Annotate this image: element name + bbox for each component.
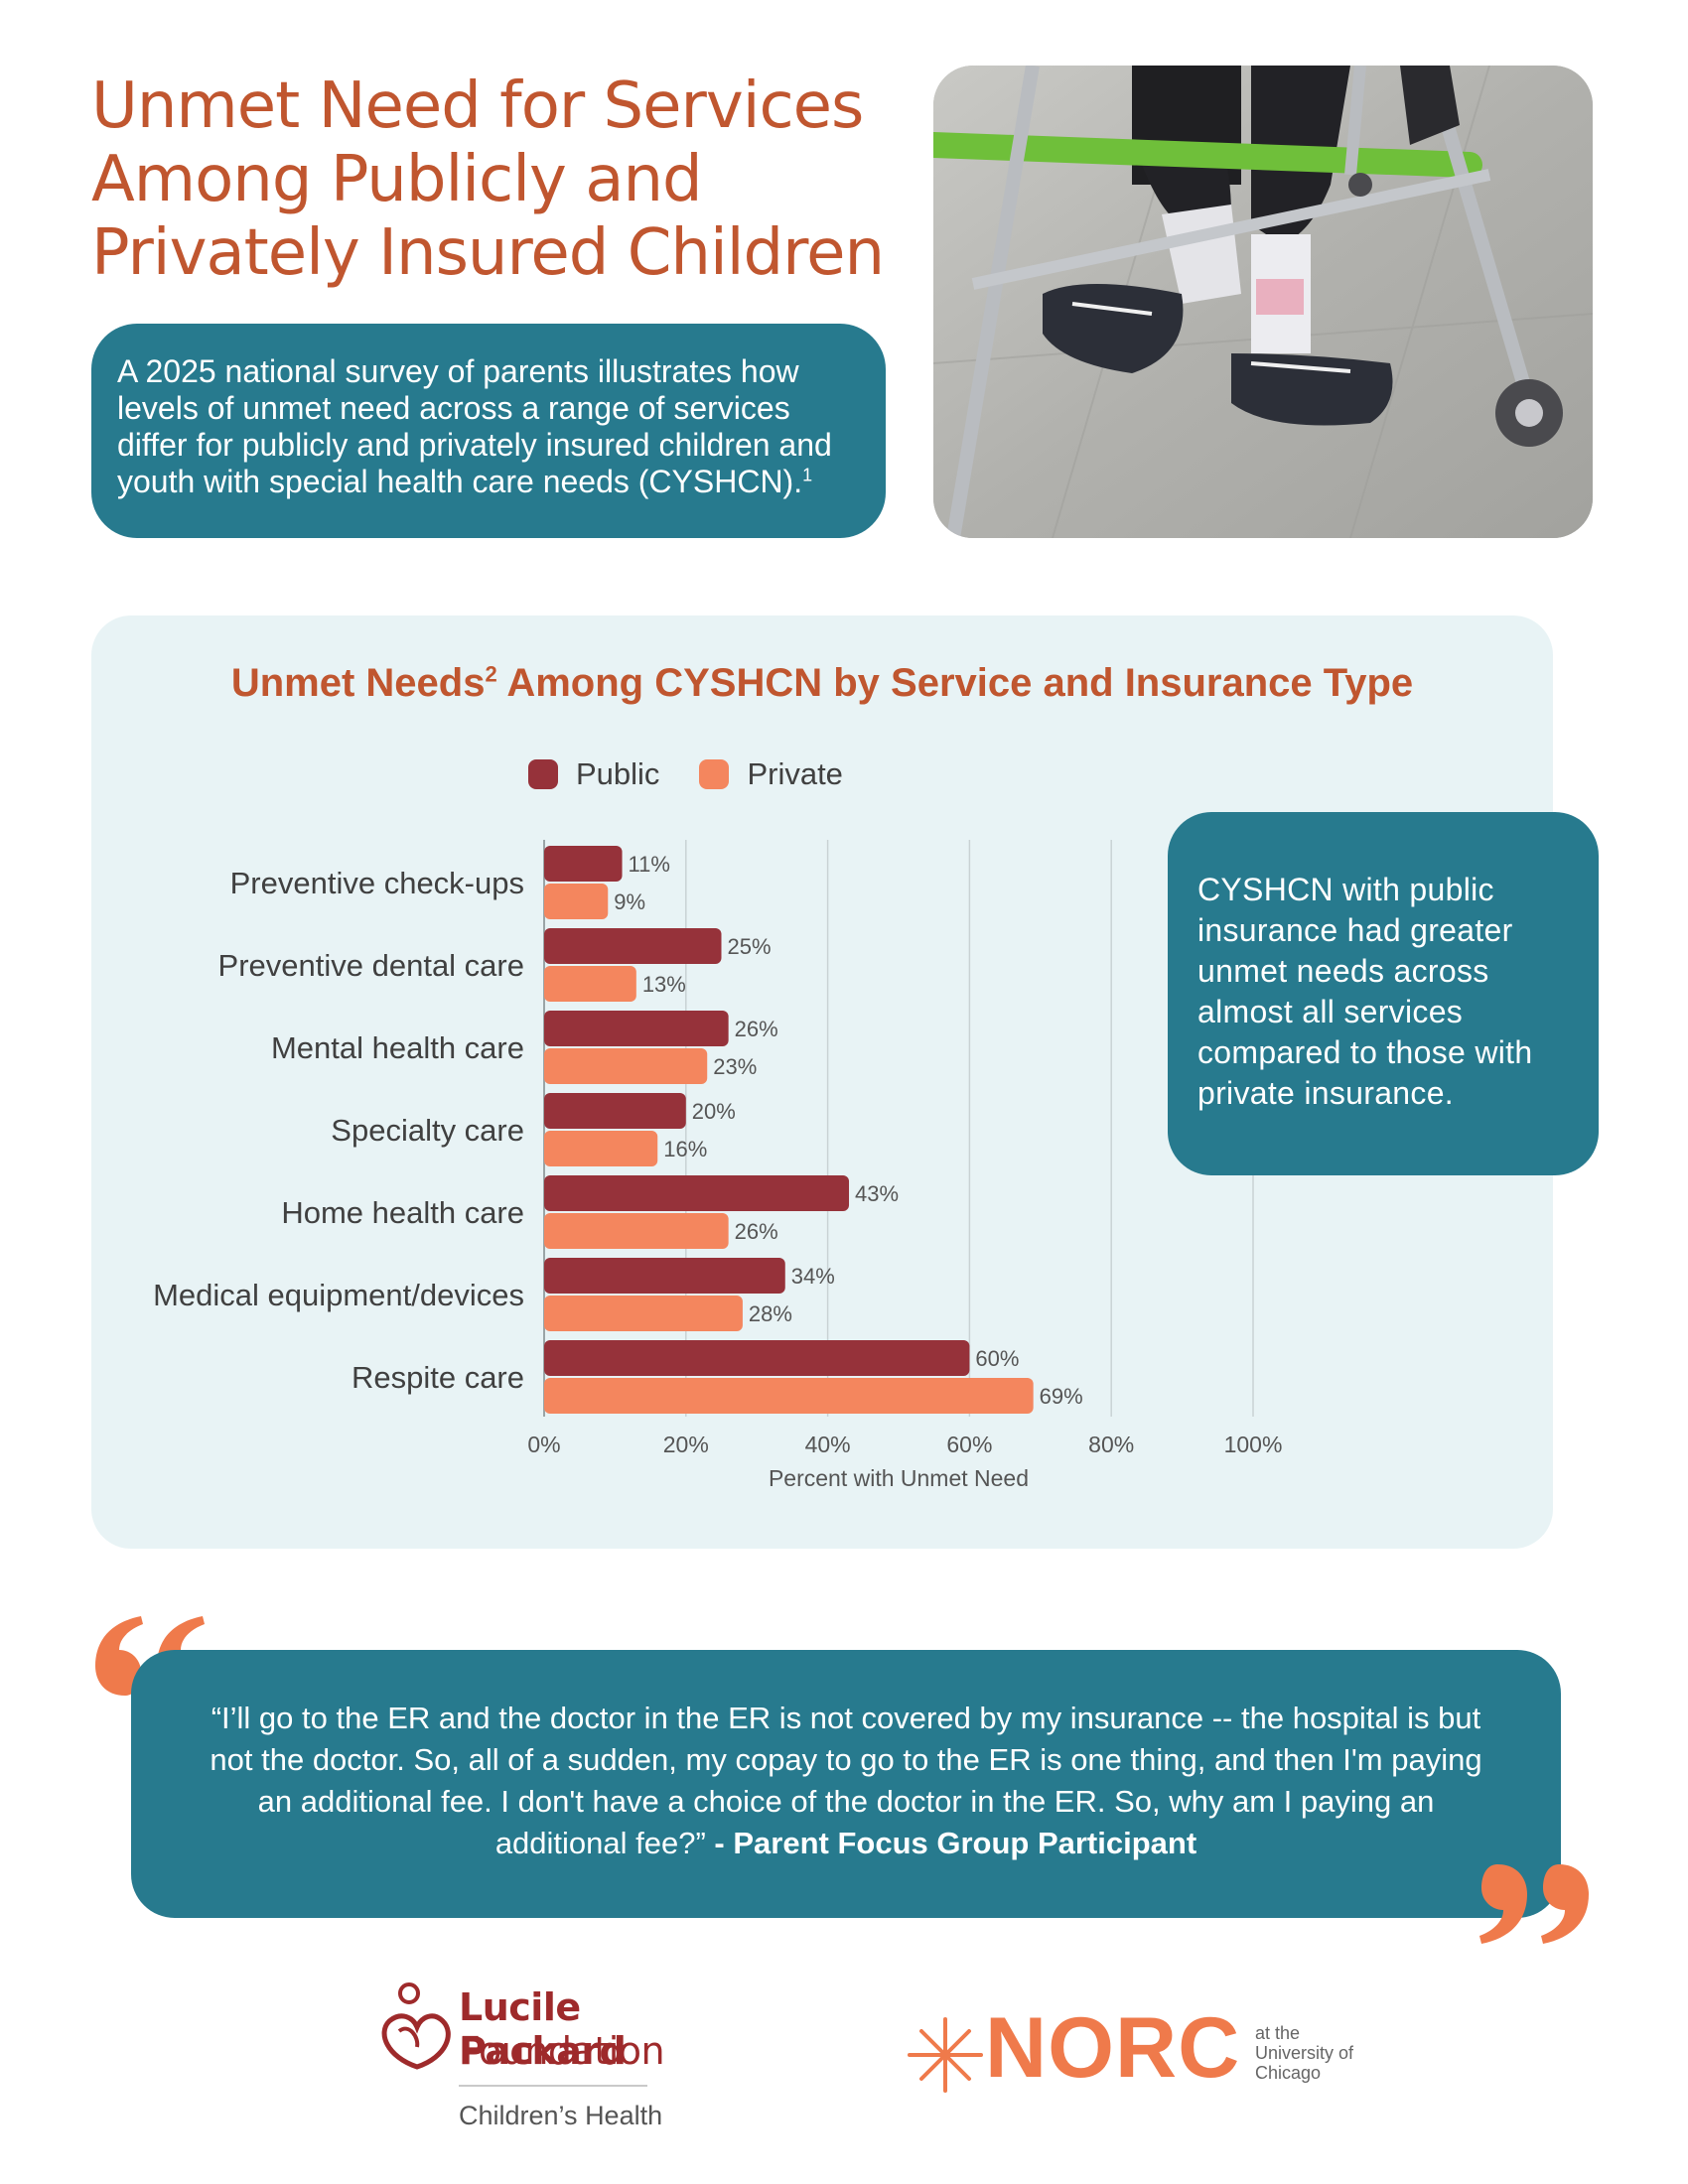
bar-private bbox=[544, 1296, 743, 1331]
category-label: Home health care bbox=[281, 1195, 524, 1230]
bar-public bbox=[544, 1011, 729, 1046]
category-label: Specialty care bbox=[331, 1113, 524, 1148]
data-label-private: 13% bbox=[642, 972, 686, 997]
bar-private bbox=[544, 1213, 729, 1249]
callout-box: CYSHCN with public insurance had greater… bbox=[1168, 812, 1599, 1175]
callout-text: CYSHCN with public insurance had greater… bbox=[1197, 872, 1533, 1111]
category-label: Respite care bbox=[352, 1360, 524, 1395]
page-title: Unmet Need for Services Among Publicly a… bbox=[91, 69, 906, 290]
norc-logo: NORC at the University of Chicago bbox=[906, 2000, 1382, 2105]
x-tick-label: 20% bbox=[663, 1432, 709, 1457]
lp-divider bbox=[459, 2085, 647, 2087]
bar-public bbox=[544, 1258, 785, 1294]
chart-legend: Public Private bbox=[528, 756, 843, 792]
title-line-3: Privately Insured Children bbox=[91, 216, 885, 290]
intro-box: A 2025 national survey of parents illust… bbox=[91, 324, 886, 538]
bar-public bbox=[544, 1175, 850, 1211]
legend-item-public: Public bbox=[528, 756, 659, 792]
lucile-packard-logo: Lucile Packard Foundation Children’s Hea… bbox=[379, 1981, 737, 2140]
norc-sub-line1: at the bbox=[1255, 2023, 1301, 2043]
x-tick-label: 100% bbox=[1224, 1432, 1283, 1457]
chart-title: Unmet Needs2 Among CYSHCN by Service and… bbox=[91, 661, 1553, 706]
data-label-private: 16% bbox=[663, 1137, 707, 1161]
data-label-public: 60% bbox=[975, 1346, 1019, 1371]
chart-title-part1: Unmet Needs bbox=[230, 661, 486, 705]
lp-name-line2: Foundation bbox=[459, 2029, 665, 2073]
data-label-private: 28% bbox=[749, 1301, 792, 1326]
child-walker-photo bbox=[933, 66, 1593, 538]
norc-sub-line3: Chicago bbox=[1255, 2063, 1322, 2083]
intro-text: A 2025 national survey of parents illust… bbox=[117, 353, 832, 499]
data-label-public: 25% bbox=[728, 934, 772, 959]
bar-private bbox=[544, 1131, 658, 1166]
x-tick-label: 0% bbox=[527, 1432, 560, 1457]
chart-title-footnote: 2 bbox=[485, 661, 497, 687]
norc-sub-line2: University of bbox=[1255, 2043, 1354, 2063]
x-tick-label: 60% bbox=[946, 1432, 992, 1457]
data-label-private: 9% bbox=[614, 889, 645, 914]
norc-affiliation: at the University of Chicago bbox=[1255, 2023, 1353, 2083]
x-tick-label: 40% bbox=[805, 1432, 851, 1457]
child-walker-photo-icon bbox=[933, 66, 1593, 538]
data-label-private: 23% bbox=[713, 1054, 757, 1079]
data-label-public: 26% bbox=[735, 1017, 778, 1041]
norc-star-icon bbox=[908, 2017, 983, 2093]
bar-chart: 0% 20% 40% 60% 80% 100% Percent with Unmet Nee… bbox=[153, 840, 1283, 1491]
title-line-2: Among Publicly and bbox=[91, 143, 703, 216]
norc-wordmark: NORC bbox=[985, 2000, 1241, 2096]
legend-swatch-public bbox=[528, 759, 558, 789]
lp-subtitle: Children’s Health bbox=[459, 2101, 663, 2130]
category-label: Preventive check-ups bbox=[230, 866, 524, 900]
bar-public bbox=[544, 846, 623, 882]
title-line-1: Unmet Need for Services bbox=[91, 69, 864, 143]
quote-box: “I’ll go to the ER and the doctor in the… bbox=[131, 1650, 1561, 1918]
bar-public bbox=[544, 1340, 970, 1376]
lp-name-line1: Lucile Packard bbox=[459, 1985, 627, 2073]
data-label-public: 43% bbox=[855, 1181, 899, 1206]
bar-private bbox=[544, 1378, 1034, 1414]
x-tick-label: 80% bbox=[1088, 1432, 1134, 1457]
lucile-packard-heart-icon bbox=[381, 1982, 451, 2070]
category-label: Medical equipment/devices bbox=[153, 1278, 524, 1312]
data-label-public: 34% bbox=[791, 1264, 835, 1289]
close-quote-icon bbox=[1479, 1864, 1589, 1944]
bar-private bbox=[544, 1048, 708, 1084]
legend-label-public: Public bbox=[576, 756, 660, 791]
legend-label-private: Private bbox=[747, 756, 843, 791]
x-axis-title: Percent with Unmet Need bbox=[769, 1465, 1029, 1491]
bar-private bbox=[544, 966, 636, 1002]
chart-title-part2: Among CYSHCN by Service and Insurance Ty… bbox=[496, 661, 1414, 705]
data-label-public: 20% bbox=[692, 1099, 736, 1124]
bar-public bbox=[544, 1093, 686, 1129]
legend-swatch-private bbox=[699, 759, 730, 789]
quote-attribution: - Parent Focus Group Participant bbox=[714, 1826, 1197, 1860]
intro-footnote: 1 bbox=[802, 465, 813, 485]
data-label-private: 69% bbox=[1040, 1384, 1083, 1409]
bar-private bbox=[544, 884, 609, 919]
data-label-public: 11% bbox=[629, 852, 670, 877]
legend-item-private: Private bbox=[699, 756, 843, 792]
bar-public bbox=[544, 928, 722, 964]
category-label: Preventive dental care bbox=[218, 948, 524, 983]
data-label-private: 26% bbox=[735, 1219, 778, 1244]
category-label: Mental health care bbox=[271, 1030, 524, 1065]
quote-text: “I’ll go to the ER and the doctor in the… bbox=[210, 1701, 1482, 1860]
